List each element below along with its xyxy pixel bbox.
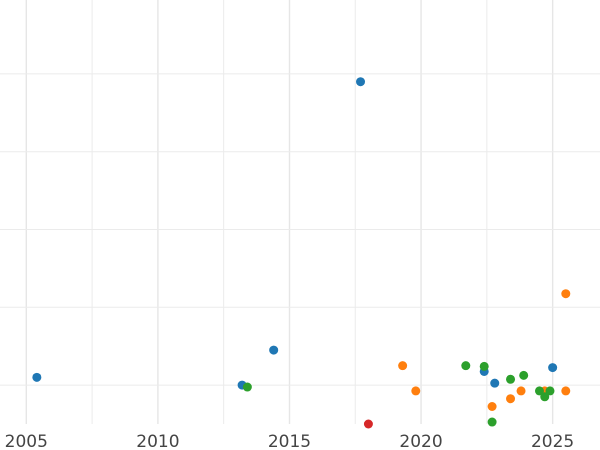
- data-point-series-3: [461, 361, 471, 371]
- data-point-series-3: [534, 386, 544, 396]
- data-point-series-3: [506, 374, 516, 384]
- x-tick-label: 2010: [136, 432, 179, 450]
- grid: [0, 0, 600, 424]
- x-tick-label: 2005: [5, 432, 48, 450]
- data-point-series-2: [516, 386, 526, 396]
- data-point-series-3: [545, 386, 555, 396]
- data-point-series-2: [561, 289, 571, 299]
- x-tick-label: 2025: [531, 432, 574, 450]
- data-point-series-2: [561, 386, 571, 396]
- data-point-series-2: [411, 386, 421, 396]
- x-tick-label: 2015: [268, 432, 311, 450]
- data-point-series-3: [540, 392, 550, 402]
- data-point-series-3: [242, 382, 252, 392]
- data-point-series-2: [506, 394, 516, 404]
- data-point-series-1: [269, 345, 279, 355]
- data-point-series-1: [490, 378, 500, 388]
- data-points: [32, 77, 571, 429]
- data-point-series-1: [356, 77, 366, 87]
- data-point-series-3: [487, 417, 497, 427]
- x-tick-label: 2020: [399, 432, 442, 450]
- data-point-series-1: [548, 363, 558, 373]
- data-point-series-4: [363, 419, 373, 429]
- data-point-series-2: [487, 401, 497, 411]
- data-point-series-2: [398, 361, 408, 371]
- x-axis-tick-labels: 2005 2010 2015 2020 2025: [5, 432, 575, 450]
- data-point-series-3: [519, 370, 529, 380]
- data-point-series-3: [479, 361, 489, 371]
- data-point-series-1: [32, 372, 42, 382]
